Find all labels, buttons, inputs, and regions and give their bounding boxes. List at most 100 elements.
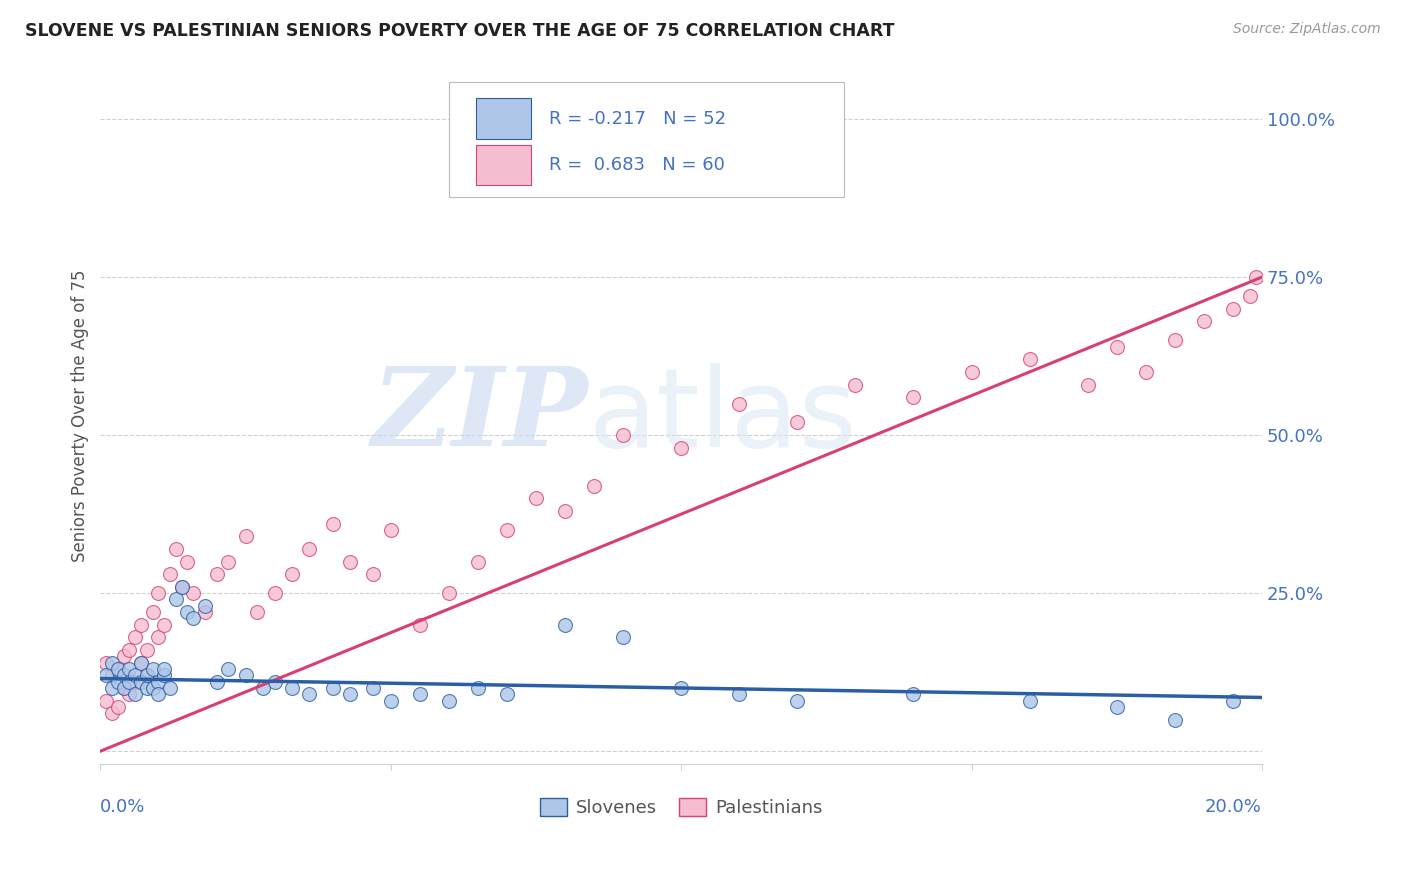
Point: [96, 656, 118, 670]
Point: [170, 580, 193, 594]
Point: [118, 674, 141, 689]
Point: [437, 586, 460, 600]
FancyBboxPatch shape: [475, 145, 531, 186]
Point: [112, 649, 135, 664]
Point: [669, 441, 692, 455]
Point: [281, 681, 304, 695]
Point: [281, 567, 304, 582]
Y-axis label: Seniors Poverty Over the Age of 75: Seniors Poverty Over the Age of 75: [72, 270, 89, 563]
Point: [322, 516, 344, 531]
Point: [363, 681, 385, 695]
Text: 20.0%: 20.0%: [1205, 798, 1263, 816]
Point: [263, 586, 285, 600]
Point: [380, 693, 402, 707]
Point: [467, 681, 489, 695]
Point: [844, 377, 866, 392]
Point: [786, 693, 808, 707]
Point: [554, 504, 576, 518]
Point: [235, 529, 257, 543]
Point: [142, 605, 165, 619]
Point: [1135, 365, 1157, 379]
Point: [129, 674, 152, 689]
Point: [112, 681, 135, 695]
Point: [194, 599, 217, 613]
Point: [612, 428, 634, 442]
Text: 0.0%: 0.0%: [100, 798, 146, 816]
Point: [1105, 340, 1128, 354]
Point: [181, 586, 204, 600]
Point: [148, 631, 170, 645]
Point: [217, 662, 239, 676]
Point: [118, 662, 141, 676]
Point: [1222, 301, 1244, 316]
Point: [135, 681, 157, 695]
Point: [1018, 693, 1040, 707]
Point: [118, 687, 141, 701]
Point: [1239, 289, 1261, 303]
Point: [409, 617, 432, 632]
Legend: Slovenes, Palestinians: Slovenes, Palestinians: [533, 790, 830, 824]
Point: [148, 674, 170, 689]
Point: [298, 687, 321, 701]
Point: [124, 674, 146, 689]
Point: [339, 555, 361, 569]
Text: atlas: atlas: [588, 363, 856, 470]
Point: [363, 567, 385, 582]
Point: [298, 541, 321, 556]
Text: R =  0.683   N = 60: R = 0.683 N = 60: [548, 156, 724, 174]
Point: [205, 674, 228, 689]
Point: [903, 390, 925, 404]
Point: [135, 643, 157, 657]
Point: [1018, 352, 1040, 367]
Point: [148, 687, 170, 701]
Point: [496, 687, 519, 701]
Point: [153, 662, 176, 676]
Text: R = -0.217   N = 52: R = -0.217 N = 52: [548, 110, 725, 128]
Point: [496, 523, 519, 537]
Point: [112, 668, 135, 682]
Point: [786, 416, 808, 430]
Point: [101, 706, 124, 721]
Point: [176, 605, 198, 619]
Point: [129, 656, 152, 670]
Point: [129, 617, 152, 632]
Point: [322, 681, 344, 695]
FancyBboxPatch shape: [475, 98, 531, 139]
Point: [1222, 693, 1244, 707]
Point: [129, 656, 152, 670]
Point: [1077, 377, 1099, 392]
Point: [554, 617, 576, 632]
Point: [263, 674, 285, 689]
Point: [409, 687, 432, 701]
Point: [159, 681, 181, 695]
Point: [252, 681, 274, 695]
Point: [148, 586, 170, 600]
Point: [101, 656, 124, 670]
Point: [107, 662, 129, 676]
Point: [118, 643, 141, 657]
Point: [728, 687, 751, 701]
Point: [205, 567, 228, 582]
Point: [217, 555, 239, 569]
Point: [246, 605, 269, 619]
Point: [960, 365, 983, 379]
Point: [1105, 700, 1128, 714]
Point: [101, 681, 124, 695]
Point: [142, 662, 165, 676]
Point: [437, 693, 460, 707]
Point: [467, 555, 489, 569]
Text: SLOVENE VS PALESTINIAN SENIORS POVERTY OVER THE AGE OF 75 CORRELATION CHART: SLOVENE VS PALESTINIAN SENIORS POVERTY O…: [25, 22, 894, 40]
Point: [107, 700, 129, 714]
Point: [612, 631, 634, 645]
Point: [339, 687, 361, 701]
Point: [153, 668, 176, 682]
Point: [524, 125, 547, 139]
Point: [107, 662, 129, 676]
Point: [1244, 270, 1267, 285]
Point: [728, 396, 751, 410]
Point: [153, 617, 176, 632]
Point: [142, 681, 165, 695]
Point: [165, 592, 187, 607]
FancyBboxPatch shape: [449, 82, 844, 197]
Point: [124, 631, 146, 645]
